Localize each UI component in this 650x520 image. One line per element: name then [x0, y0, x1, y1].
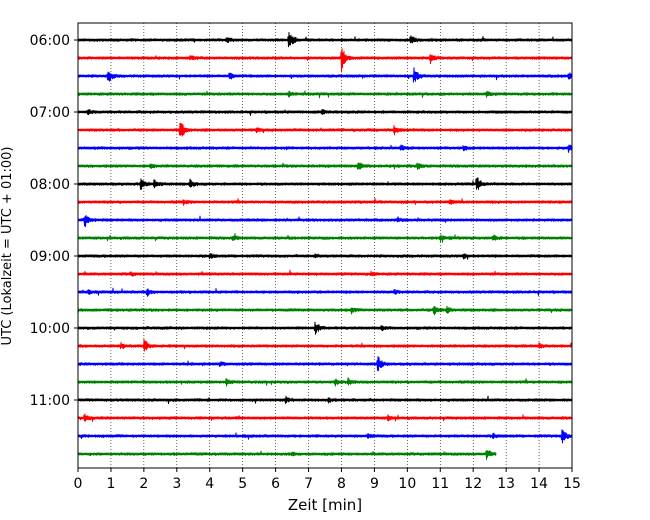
- y-axis-title: UTC (Lokalzeit = UTC + 01:00): [0, 147, 15, 346]
- x-axis-ticks: 0 1 2 3 4 5 6 7 8 9 10 11 12 13 14 15: [74, 468, 581, 492]
- x-tick-label: 14: [530, 476, 548, 492]
- x-tick-label: 2: [139, 476, 148, 492]
- x-tick-label: 4: [205, 476, 214, 492]
- trace-row-0615: [77, 48, 573, 73]
- y-tick-label: 08:00: [30, 177, 70, 193]
- x-tick-label: 13: [497, 476, 515, 492]
- x-tick-label: 10: [398, 476, 416, 492]
- y-tick-label: 06:00: [30, 33, 70, 49]
- y-tick-label: 09:00: [30, 249, 70, 265]
- x-tick-label: 0: [74, 476, 83, 492]
- x-tick-label: 8: [337, 476, 346, 492]
- x-tick-label: 5: [238, 476, 247, 492]
- x-tick-label: 1: [106, 476, 115, 492]
- y-axis-ticks: 06:00 07:00 08:00 09:00 10:00 11:00: [30, 33, 78, 409]
- x-tick-label: 3: [172, 476, 181, 492]
- x-tick-label: 6: [271, 476, 280, 492]
- x-axis-title: Zeit [min]: [288, 496, 362, 514]
- x-tick-label: 9: [370, 476, 379, 492]
- trace-row-0630: [77, 67, 573, 83]
- y-tick-label: 11:00: [30, 393, 70, 409]
- trace-layer: [77, 32, 573, 461]
- x-tick-label: 11: [431, 476, 449, 492]
- x-tick-label: 7: [304, 476, 313, 492]
- x-tick-label: 12: [464, 476, 482, 492]
- plot-frame: [77, 22, 573, 469]
- y-tick-label: 10:00: [30, 321, 70, 337]
- y-tick-label: 07:00: [30, 105, 70, 121]
- grid-layer: [110, 23, 540, 468]
- x-tick-label: 15: [563, 476, 581, 492]
